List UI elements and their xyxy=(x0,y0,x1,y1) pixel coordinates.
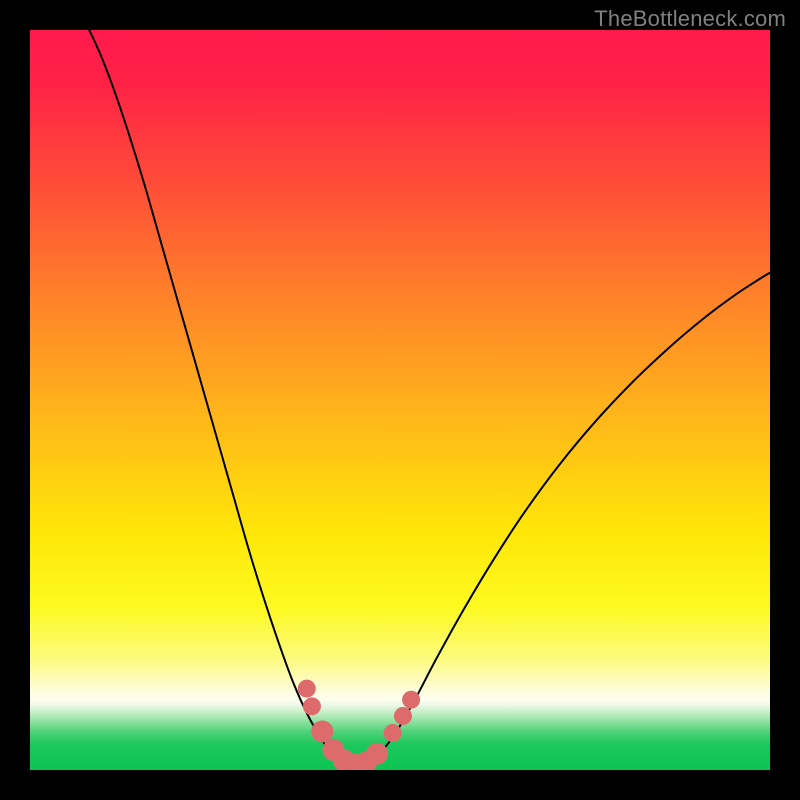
marker-point xyxy=(394,707,412,725)
marker-point xyxy=(402,691,420,709)
plot-area xyxy=(30,30,770,770)
marker-point xyxy=(298,680,316,698)
plot-svg xyxy=(30,30,770,770)
chart-frame: TheBottleneck.com xyxy=(0,0,800,800)
watermark-text: TheBottleneck.com xyxy=(594,6,786,32)
marker-point xyxy=(303,697,321,715)
gradient-background xyxy=(30,30,770,770)
marker-point xyxy=(384,724,402,742)
marker-point xyxy=(311,721,333,743)
marker-point xyxy=(366,743,388,765)
